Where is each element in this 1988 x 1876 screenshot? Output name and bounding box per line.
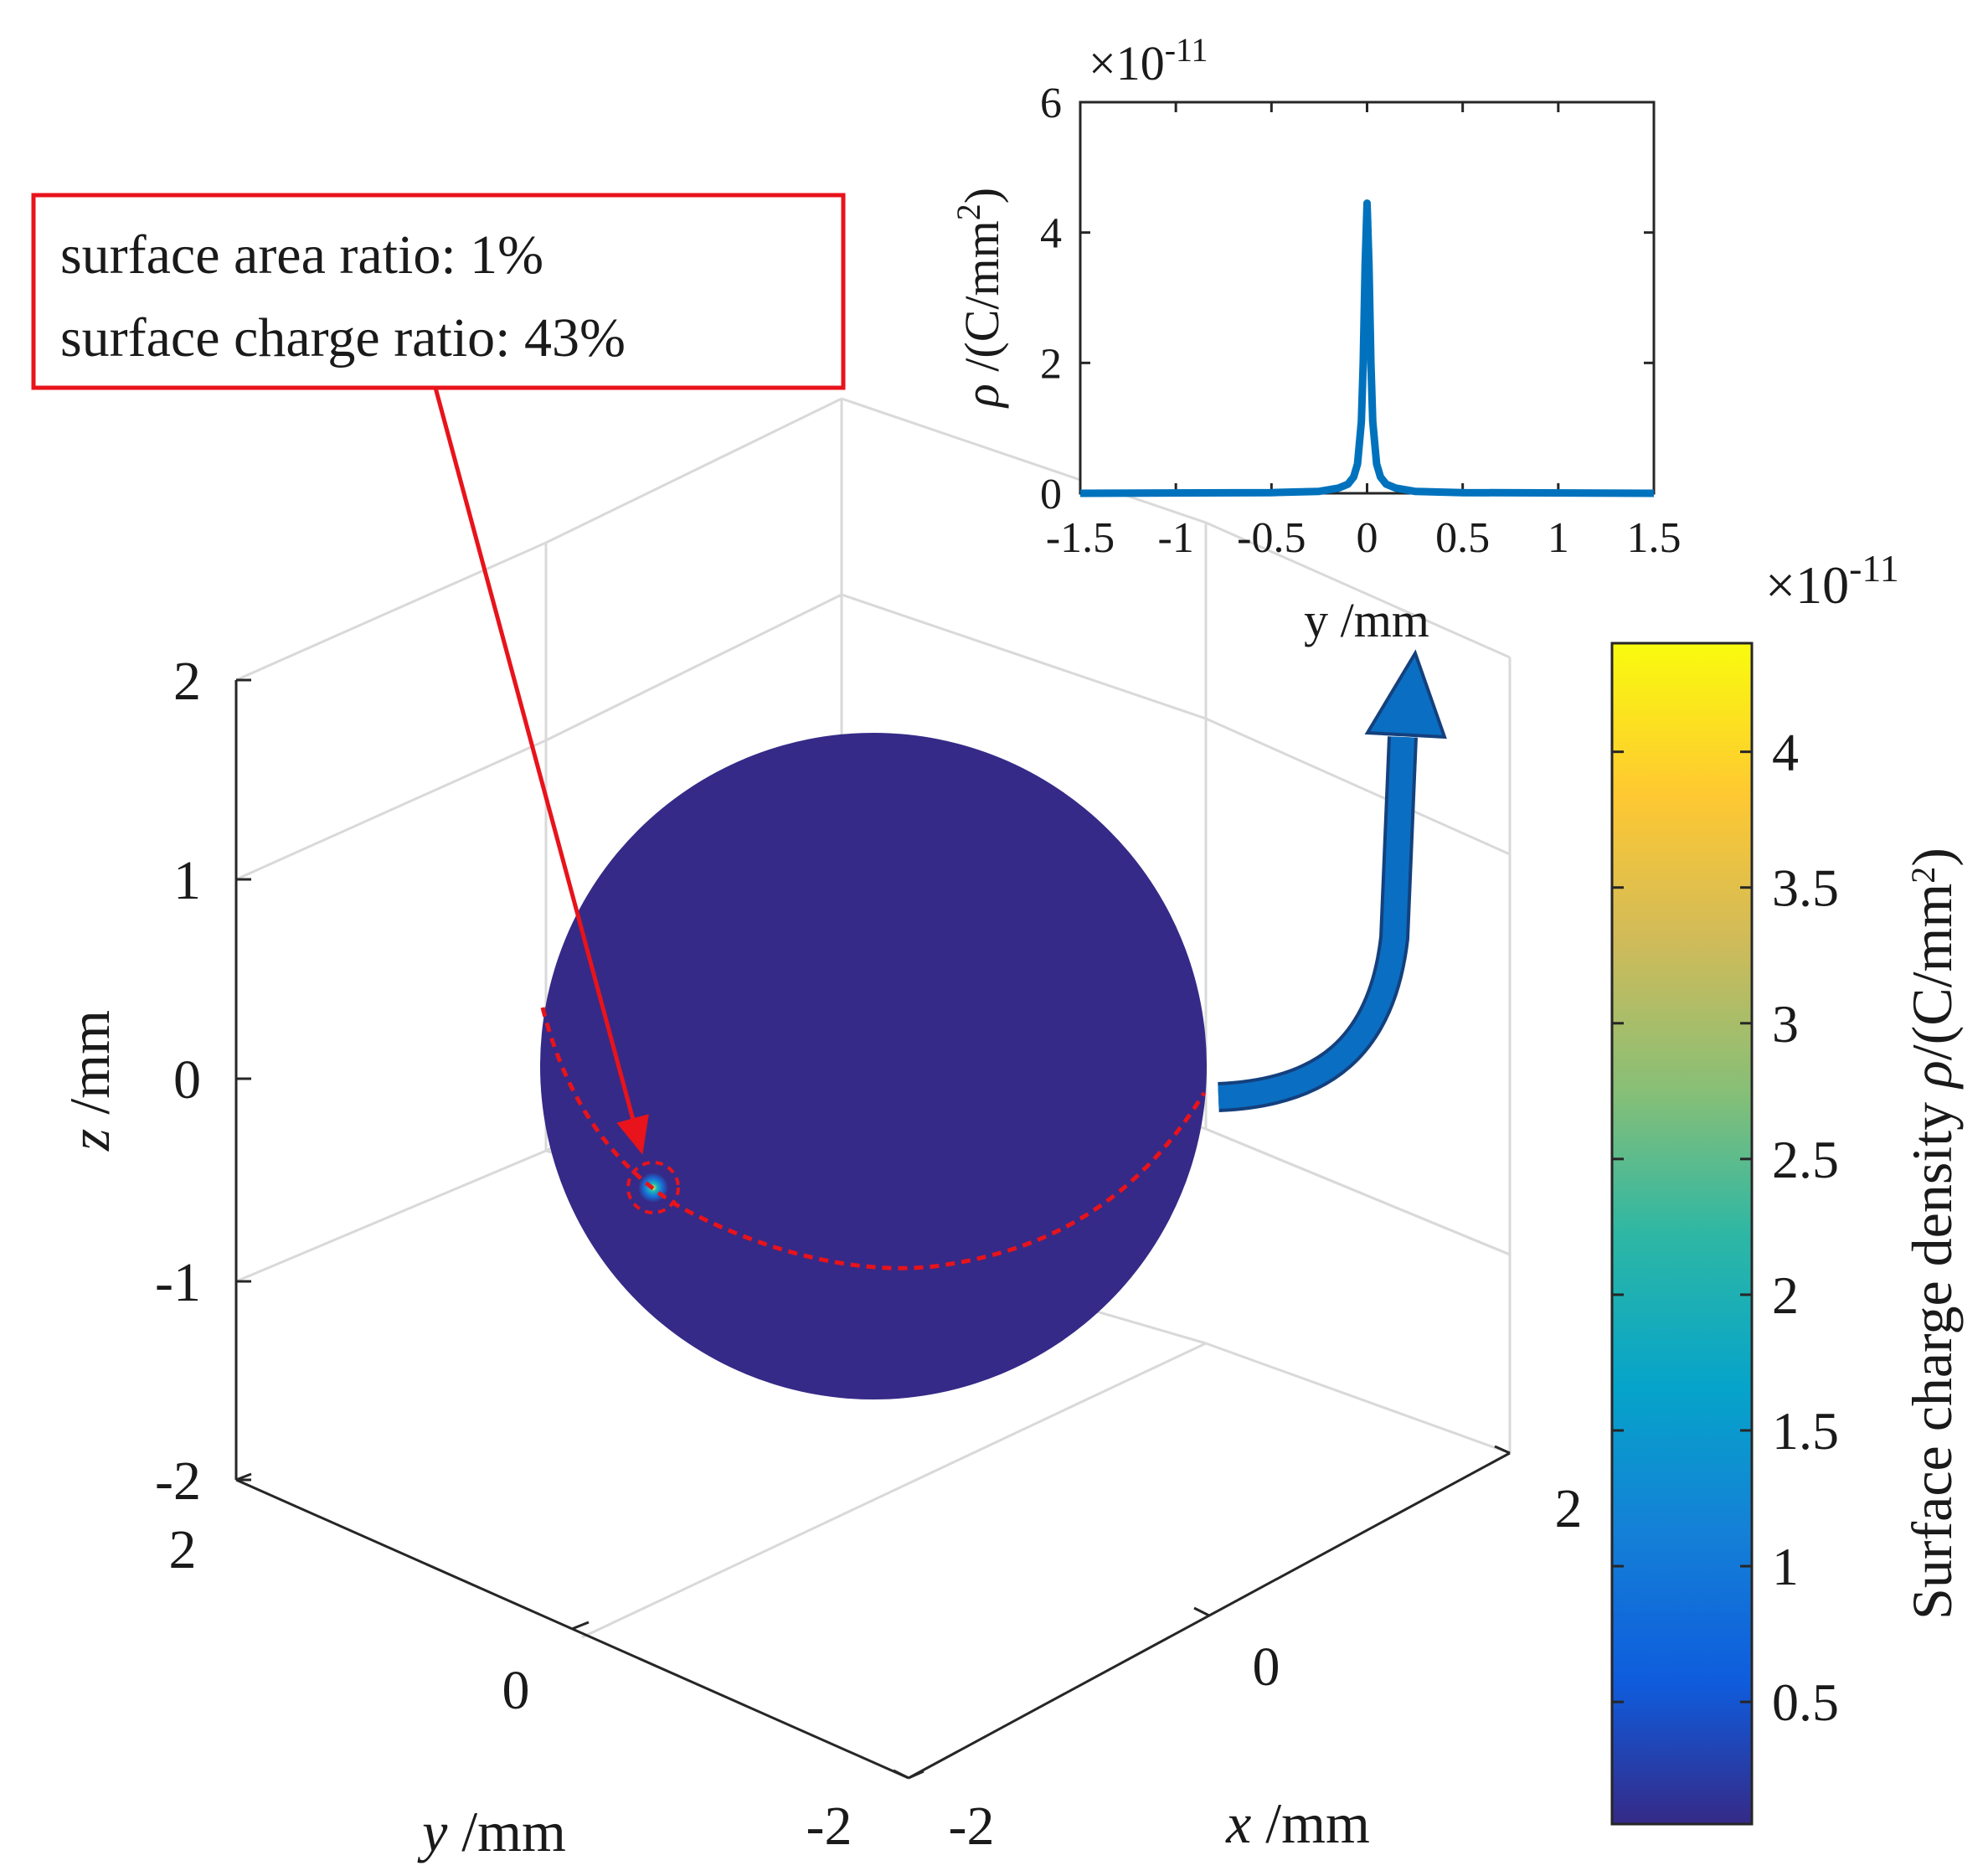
colorbar-exponent-base: ×10	[1765, 555, 1849, 615]
colorbar-tick: 3	[1772, 994, 1799, 1054]
colorbar-label-sup: 2	[1904, 867, 1942, 884]
inset-x-tick: 0.5	[1435, 514, 1490, 562]
colorbar: 0.5 1 1.5 2 2.5 3 3.5 4 ×10-11 Surface charge d…	[1610, 547, 1964, 1826]
annotation-line-2: surface charge ratio: 43%	[60, 307, 626, 368]
y-axis-unit: /mm	[447, 1800, 566, 1863]
great-circle-path	[540, 1007, 1207, 1270]
inset-x-axis-label: y /mm	[1304, 593, 1429, 647]
colorbar-label-text: Surface charge density	[1900, 1088, 1964, 1620]
annotation-line-1: surface area ratio: 1%	[60, 224, 543, 286]
z-axis-unit: /mm	[58, 1010, 121, 1129]
x-axis-unit: /mm	[1251, 1791, 1370, 1855]
inset-pointer-arrow	[1218, 649, 1447, 1112]
y-axis-label: y /mm	[417, 1800, 566, 1863]
x-tick: 0	[1253, 1636, 1280, 1698]
colorbar-tick: 1	[1772, 1537, 1799, 1596]
colorbar-ticks	[1612, 750, 1752, 1703]
inset-x-tick: -0.5	[1237, 514, 1306, 562]
inset-x-tick-labels: -1.5 -1 -0.5 0 0.5 1 1.5	[1046, 514, 1682, 562]
colorbar-tick: 2	[1772, 1265, 1799, 1325]
colorbar-label: Surface charge density ρ/(C/mm2)	[1900, 848, 1964, 1620]
annotation-arrow	[433, 387, 649, 1155]
z-axis-var: z	[58, 1129, 121, 1152]
y-tick: -2	[806, 1796, 852, 1857]
blue-arrow-head	[1364, 649, 1447, 740]
x-axis-label: x /mm	[1225, 1791, 1370, 1855]
z-axis-label: z /mm	[58, 1010, 121, 1152]
colorbar-exponent: ×10-11	[1765, 547, 1899, 615]
inset-y-unit: /(C/mm	[955, 220, 1009, 384]
inset-exponent: ×10-11	[1089, 31, 1208, 90]
z-tick: 0	[173, 1049, 201, 1111]
inset-exponent-base: ×10	[1089, 36, 1165, 90]
inset-x-tick: 0	[1357, 514, 1378, 562]
inset-y-tick: 4	[1040, 210, 1062, 258]
series-line-rho	[1079, 199, 1655, 497]
colorbar-tick-labels: 0.5 1 1.5 2 2.5 3 3.5 4	[1772, 723, 1839, 1732]
y-tick-labels: 2 0 -2	[169, 1519, 852, 1857]
inset-exponent-power: -11	[1165, 31, 1208, 69]
x-tick-labels: -2 0 2	[949, 1478, 1583, 1857]
colorbar-tick: 0.5	[1772, 1672, 1839, 1732]
inset-y-symbol: ρ	[955, 384, 1009, 409]
colorbar-label-unit: /(C/mm	[1900, 884, 1964, 1061]
box-axes	[234, 678, 1511, 1780]
inset-y-axis-label: ρ /(C/mm2)	[950, 188, 1009, 409]
blue-arrow-outline	[1218, 736, 1418, 1112]
colorbar-exponent-power: -11	[1849, 547, 1899, 590]
inset-plot: -1.5 -1 -0.5 0 0.5 1 1.5 0 2 4 6 ×10-11 y /mm ρ /…	[950, 31, 1682, 647]
x-tick: 2	[1555, 1478, 1583, 1539]
inset-x-tick: -1.5	[1046, 514, 1115, 562]
annotation-box	[31, 193, 846, 390]
z-tick: -1	[155, 1252, 201, 1313]
colorbar-label-symbol: ρ	[1900, 1060, 1964, 1090]
z-tick: 2	[173, 651, 201, 712]
colorbar-tick: 1.5	[1772, 1401, 1839, 1461]
inset-y-close: )	[955, 188, 1009, 204]
y-tick: 2	[169, 1519, 197, 1580]
inset-y-tick-labels: 0 2 4 6	[1040, 80, 1062, 518]
z-tick: 1	[173, 850, 201, 911]
inset-y-tick: 6	[1040, 80, 1062, 127]
inset-y-sup: 2	[950, 204, 987, 220]
inset-x-tick: 1.5	[1627, 514, 1682, 562]
y-axis-var: y	[417, 1800, 448, 1863]
plot3d: 2 1 0 -1 -2 2 0 -2 -2 0 2 z /mm y /mm x …	[31, 193, 1583, 1863]
hotspot-highlight-circle	[626, 1161, 680, 1214]
blue-arrow-shaft	[1218, 736, 1414, 1109]
z-tick: -2	[155, 1451, 201, 1512]
x-tick: -2	[949, 1796, 995, 1857]
colorbar-tick: 2.5	[1772, 1130, 1839, 1189]
inset-x-tick: -1	[1158, 514, 1194, 562]
y-tick: 0	[502, 1660, 530, 1721]
inset-x-tick: 1	[1548, 514, 1569, 562]
inset-y-tick: 2	[1040, 340, 1062, 388]
x-axis-var: x	[1225, 1791, 1251, 1855]
colorbar-tick: 3.5	[1772, 858, 1839, 918]
colorbar-label-close: )	[1900, 848, 1964, 867]
inset-y-tick: 0	[1040, 471, 1062, 518]
sphere-surface	[540, 733, 1207, 1399]
colorbar-tick: 4	[1772, 723, 1799, 782]
colorbar-bar	[1610, 642, 1754, 1826]
z-tick-labels: 2 1 0 -1 -2	[155, 651, 201, 1512]
